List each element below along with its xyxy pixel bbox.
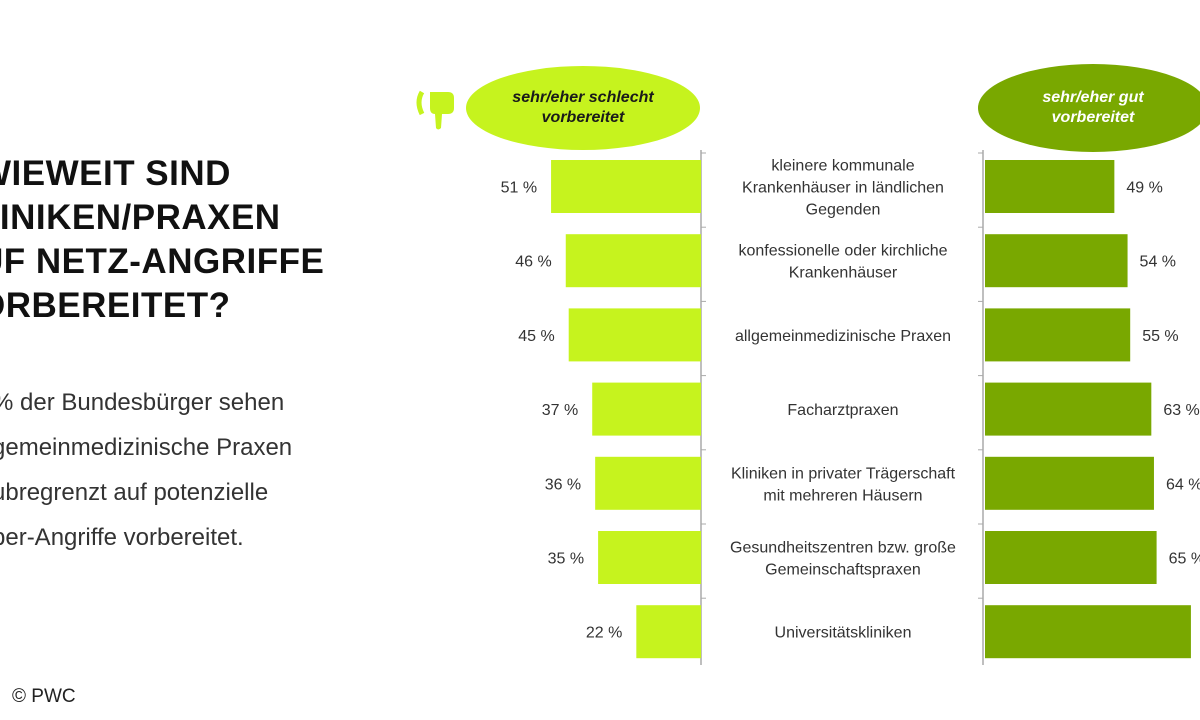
category-label: Gemeinschaftspraxen xyxy=(765,562,921,579)
category-label: Universitätskliniken xyxy=(775,625,912,642)
value-label-bad: 22 % xyxy=(586,625,622,642)
bar-good xyxy=(985,308,1131,362)
bar-good xyxy=(985,382,1152,436)
legend-bubble-bad: sehr/eher schlecht vorbereitet xyxy=(466,66,700,150)
bar-bad xyxy=(595,456,701,510)
bar-good xyxy=(985,160,1115,213)
legend-text: sehr/eher gut xyxy=(1042,89,1144,106)
category-label: kleinere kommunale xyxy=(771,158,914,175)
headline-line: ORBEREITET? xyxy=(0,286,231,325)
bar-bad xyxy=(636,605,701,659)
body-line: ubregrenzt auf potenzielle xyxy=(0,479,269,506)
value-label-bad: 37 % xyxy=(542,402,578,419)
category-label: Gegenden xyxy=(806,202,881,219)
category-label: konfessionelle oder kirchliche xyxy=(739,243,948,260)
category-label: Krankenhäuser xyxy=(789,265,898,282)
credit: © PWC xyxy=(12,686,76,707)
headline-line: LINIKEN/PRAXEN xyxy=(0,198,281,237)
legend-text: vorbereitet xyxy=(541,109,625,126)
category-label: allgemeinmedizinische Praxen xyxy=(735,328,951,345)
bar-bad xyxy=(598,531,701,584)
headline-line: WIEWEIT SIND xyxy=(0,154,231,193)
bar-good xyxy=(985,605,1191,659)
value-label-bad: 36 % xyxy=(545,476,581,493)
body-line: % der Bundesbürger sehen xyxy=(0,389,285,416)
body-text: % der Bundesbürger sehen gemeinmedizinis… xyxy=(0,380,292,560)
legend-bubble-good: sehr/eher gut vorbereitet xyxy=(978,64,1200,152)
body-line: ber-Angriffe vorbereitet. xyxy=(0,524,244,551)
bar-good xyxy=(985,531,1157,584)
value-label-good: 55 % xyxy=(1142,328,1178,345)
bar-bad xyxy=(565,234,701,288)
legend-text: sehr/eher schlecht xyxy=(512,89,654,106)
bar-bad xyxy=(592,382,701,436)
category-label: mit mehreren Häusern xyxy=(763,487,922,504)
value-label-bad: 35 % xyxy=(548,551,584,568)
bar-good xyxy=(985,234,1128,288)
value-label-good: 49 % xyxy=(1126,180,1162,197)
value-label-good: 54 % xyxy=(1140,254,1176,271)
legend-text: vorbereitet xyxy=(1051,109,1135,126)
value-label-good: 65 % xyxy=(1169,551,1200,568)
value-label-bad: 51 % xyxy=(501,180,537,197)
value-label-bad: 45 % xyxy=(518,328,554,345)
value-label-bad: 46 % xyxy=(515,254,551,271)
category-label: Krankenhäuser in ländlichen xyxy=(742,180,944,197)
category-label: Kliniken in privater Trägerschaft xyxy=(731,465,956,482)
value-label-good: 64 % xyxy=(1166,476,1200,493)
thumbs-down-icon xyxy=(416,90,454,130)
bar-bad xyxy=(568,308,701,362)
category-label: Facharztpraxen xyxy=(787,402,898,419)
headline: WIEWEIT SIND LINIKEN/PRAXEN UF NETZ-ANGR… xyxy=(0,152,324,328)
category-label: Gesundheitszentren bzw. große xyxy=(730,540,956,557)
value-label-good: 63 % xyxy=(1163,402,1199,419)
headline-line: UF NETZ-ANGRIFFE xyxy=(0,242,325,281)
bar-bad xyxy=(551,160,701,213)
bar-good xyxy=(985,456,1154,510)
body-line: gemeinmedizinische Praxen xyxy=(0,434,293,461)
